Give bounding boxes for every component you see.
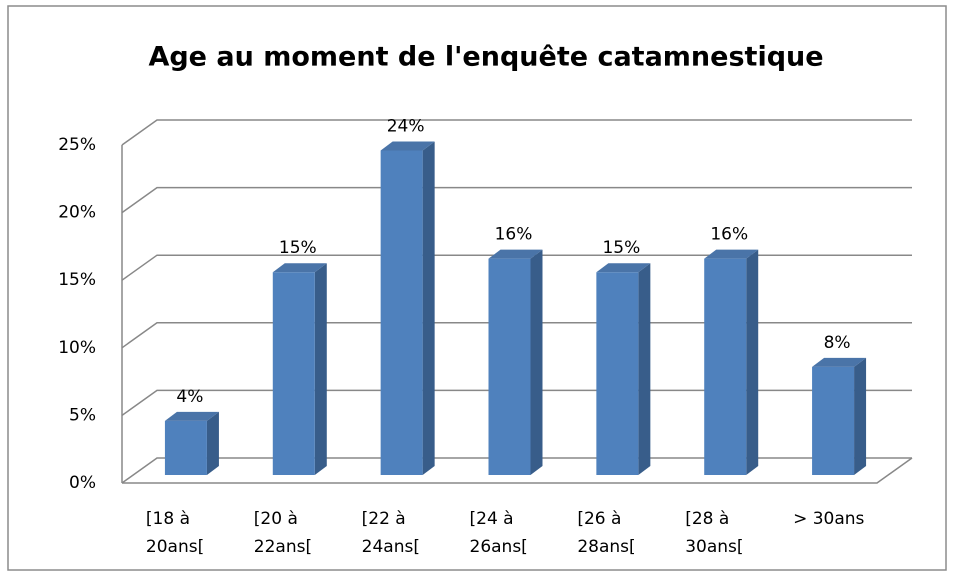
bar: [596, 263, 651, 475]
bar: [272, 263, 327, 475]
floor: [122, 457, 913, 484]
bar: [164, 411, 219, 475]
bar-front: [488, 258, 531, 475]
y-tick-label: 10%: [58, 338, 96, 358]
chart-border: [7, 5, 947, 571]
data-label: 15%: [279, 238, 317, 258]
x-tick-label: [24 à 26ans[: [469, 509, 528, 557]
y-tick-label: 25%: [58, 135, 96, 155]
x-tick-label: [18 à 20ans[: [145, 509, 205, 557]
grid-line: [121, 389, 912, 417]
bar-top: [596, 263, 651, 273]
grid-line: [121, 186, 912, 214]
bar: [812, 357, 867, 475]
y-tick-label: 0%: [69, 473, 96, 493]
bar: [380, 141, 435, 475]
grid-line: [121, 254, 912, 281]
bar-front: [704, 258, 747, 475]
x-tick-label: > 30ans: [793, 509, 865, 529]
bar-side: [422, 141, 435, 475]
chart-title: Age au moment de l'enquête catamnestique: [148, 42, 823, 73]
bar-top: [272, 263, 327, 273]
grid-line: [121, 119, 912, 146]
data-label: 24%: [387, 117, 425, 137]
x-tick-label: [28 à 30ans[: [685, 509, 744, 557]
y-tick-label: 20%: [58, 203, 96, 223]
bar: [704, 249, 759, 475]
bar-top: [164, 411, 219, 421]
data-label: 16%: [495, 225, 533, 245]
data-label: 8%: [824, 333, 851, 353]
bar: [488, 249, 543, 475]
bar-side: [746, 249, 759, 475]
x-tick-label: [26 à 28ans[: [577, 509, 636, 557]
data-label: 4%: [176, 387, 203, 407]
y-tick-label: 5%: [69, 405, 96, 425]
x-tick-label: [22 à 24ans[: [361, 509, 420, 557]
bar-front: [272, 272, 315, 475]
data-label: 16%: [710, 225, 748, 245]
bar-top: [704, 249, 759, 259]
bar-top: [812, 357, 867, 367]
bar-front: [596, 272, 639, 475]
bar-side: [314, 263, 327, 475]
bar-top: [488, 249, 543, 259]
data-label: 15%: [602, 238, 640, 258]
grid-line: [121, 322, 912, 349]
bar-front: [380, 150, 423, 475]
grid-line: [121, 457, 912, 484]
bar-side: [854, 357, 867, 475]
y-tick-label: 15%: [58, 270, 96, 290]
bar-side: [530, 249, 543, 475]
bar-top: [380, 141, 435, 151]
bar-side: [206, 411, 219, 475]
bar-side: [638, 263, 651, 475]
x-tick-label: [20 à 22ans[: [253, 509, 313, 557]
bar-front: [812, 366, 855, 475]
bar-front: [164, 420, 207, 475]
